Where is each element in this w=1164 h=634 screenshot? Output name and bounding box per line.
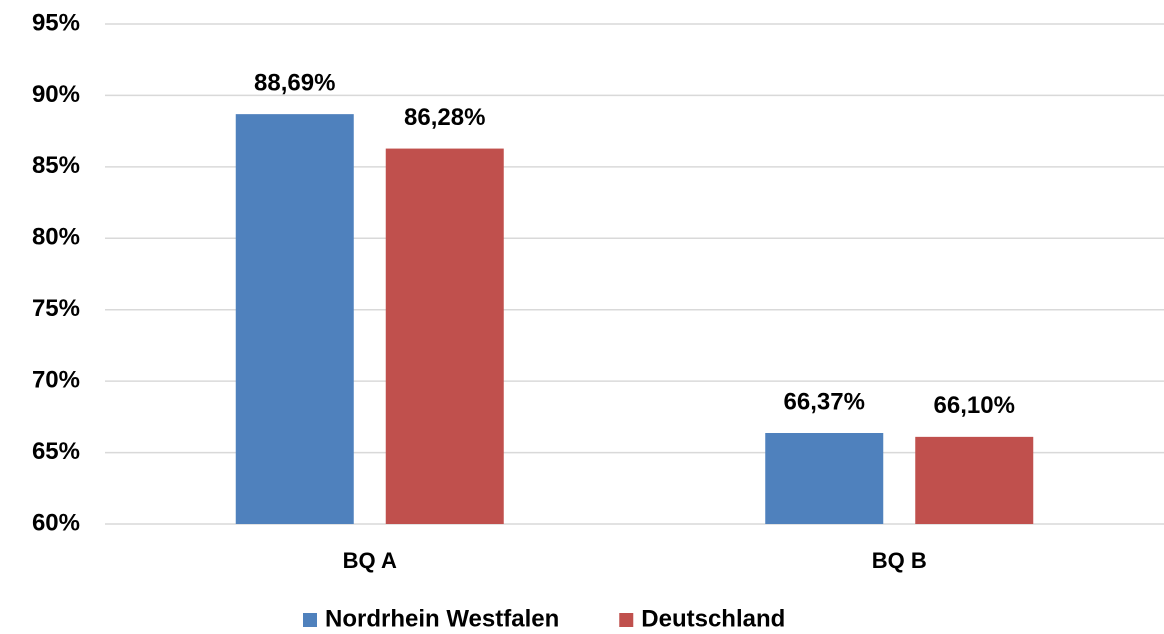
bar [235,114,354,525]
y-tick-label: 70% [32,366,80,393]
y-tick-label: 85% [32,152,80,179]
y-tick-label: 95% [32,9,80,36]
legend-swatch [619,613,634,627]
data-label: 66,37% [784,388,865,415]
x-tick-label: BQ A [343,548,397,573]
y-tick-label: 90% [32,81,80,108]
bar [385,148,504,525]
legend-label: Deutschland [641,605,785,632]
y-tick-label: 75% [32,295,80,322]
bar [765,433,884,524]
x-tick-label: BQ B [872,548,927,573]
bar [915,436,1034,524]
y-tick-label: 60% [32,509,80,536]
data-label: 86,28% [404,104,485,131]
data-label: 88,69% [254,69,335,96]
legend-label: Nordrhein Westfalen [325,605,559,632]
y-tick-label: 80% [32,224,80,251]
legend-swatch [303,613,317,627]
data-label: 66,10% [934,392,1015,419]
y-tick-label: 65% [32,438,80,465]
